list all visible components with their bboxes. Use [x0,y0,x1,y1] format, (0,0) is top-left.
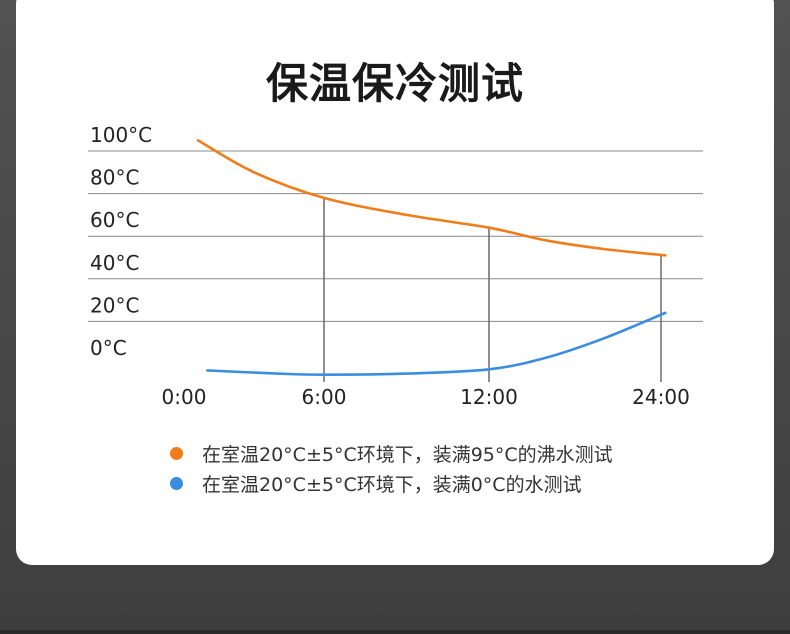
legend-item: 在室温20°C±5°C环境下，装满0°C的水测试 [170,468,613,498]
y-tick-label: 80°C [90,166,139,190]
x-tick-label: 24:00 [632,385,690,409]
chart-title: 保温保冷测试 [265,59,524,108]
x-tick-label: 12:00 [460,385,518,409]
y-tick-label: 20°C [90,293,139,317]
y-tick-label: 60°C [90,208,139,232]
series-line-cold-water [206,311,667,376]
legend-marker [170,476,183,490]
chart-card [16,0,774,565]
legend-label: 在室温20°C±5°C环境下，装满95°C的沸水测试 [202,443,613,466]
x-tick-label: 6:00 [302,385,347,409]
y-tick-label: 40°C [90,251,139,275]
legend-marker [170,446,183,460]
y-tick-label: 100°C [90,123,152,147]
legend-item: 在室温20°C±5°C环境下，装满95°C的沸水测试 [170,438,613,468]
y-tick-label: 0°C [90,336,127,360]
x-tick-label: 0:00 [162,385,207,409]
legend-label: 在室温20°C±5°C环境下，装满0°C的水测试 [202,473,582,496]
bottom-strip [0,630,790,634]
series-line-boiling-water [196,139,667,257]
chart-legend: 在室温20°C±5°C环境下，装满95°C的沸水测试 在室温20°C±5°C环境下… [170,438,613,498]
